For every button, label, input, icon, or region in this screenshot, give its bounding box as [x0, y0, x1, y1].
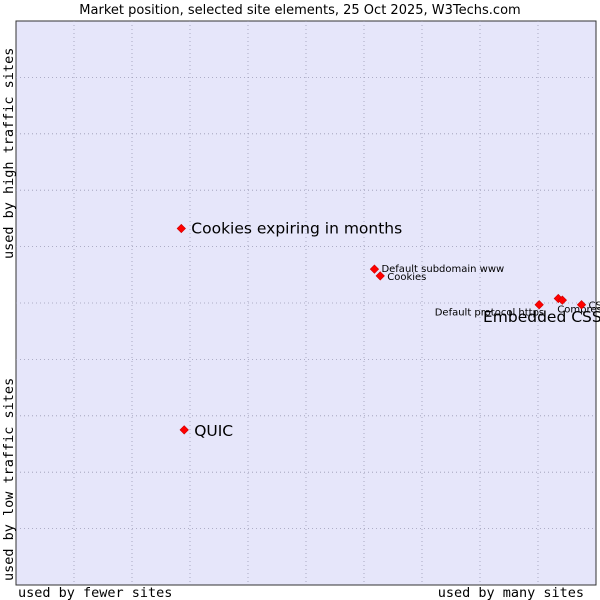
data-point-marker [534, 300, 544, 310]
data-point-marker [176, 223, 186, 234]
x-axis-label-right: used by many sites [438, 585, 584, 600]
x-axis-label-left: used by fewer sites [18, 585, 172, 600]
chart-title: Market position, selected site elements,… [79, 3, 520, 18]
data-point-marker [369, 264, 380, 274]
data-point-marker [576, 300, 587, 310]
data-point-label: Compression [557, 304, 600, 315]
data-point-label: QUIC [194, 422, 233, 440]
data-point-marker [375, 271, 385, 281]
data-point-label: Default protocol https [435, 308, 544, 319]
data-point-marker [179, 425, 189, 435]
data-point-marker [557, 295, 567, 305]
data-point-label: Cookies [387, 272, 426, 283]
data-point-label: Cookies expiring in months [191, 220, 402, 238]
data-point-label: Embedded CSS [483, 308, 600, 326]
grid-lines [16, 21, 596, 585]
y-axis-label-bottom: used by low traffic sites [1, 378, 17, 581]
data-point-label: CSS [589, 301, 600, 312]
data-points: Cookies expiring in months QUIC Default su… [176, 220, 600, 440]
y-axis-label-top: used by high traffic sites [1, 48, 17, 259]
data-point-label: Default subdomain www [381, 264, 504, 275]
